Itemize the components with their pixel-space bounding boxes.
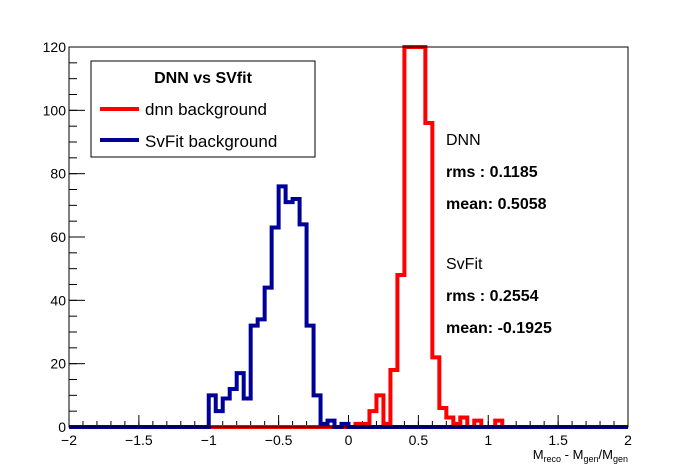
x-tick-label: 0 bbox=[345, 432, 353, 448]
x-tick-label: 1.5 bbox=[548, 432, 568, 448]
x-tick-label: −2 bbox=[61, 432, 77, 448]
annotation-dnn-rms: rms : 0.1185 bbox=[446, 164, 538, 181]
x-label-slash: / bbox=[599, 447, 603, 462]
x-label-sub2: gen bbox=[583, 454, 598, 464]
x-tick-label: −1.5 bbox=[125, 432, 153, 448]
y-tick-label: 120 bbox=[43, 39, 67, 55]
annotation-svfit-mean: mean: -0.1925 bbox=[446, 320, 552, 337]
x-label-sub3: gen bbox=[613, 454, 628, 464]
annotation-dnn-label: DNN bbox=[446, 132, 481, 149]
x-tick-label: 1 bbox=[484, 432, 492, 448]
y-tick-label: 0 bbox=[58, 419, 66, 435]
annotation-dnn-mean: mean: 0.5058 bbox=[446, 196, 547, 213]
y-tick-label: 60 bbox=[50, 229, 66, 245]
x-tick-label: 0.5 bbox=[409, 432, 429, 448]
plot-frame bbox=[68, 46, 629, 428]
x-label-minus: - bbox=[561, 447, 573, 462]
x-axis-label: Mreco - Mgen/Mgen bbox=[533, 447, 628, 464]
x-tick-label: −0.5 bbox=[265, 432, 293, 448]
x-label-m1: M bbox=[533, 447, 544, 462]
x-label-sub1: reco bbox=[544, 454, 562, 464]
annotation-svfit-label: SvFit bbox=[446, 256, 483, 273]
x-tick-label: −1 bbox=[201, 432, 217, 448]
legend-label-svfit: SvFit background bbox=[145, 132, 277, 151]
y-tick-label: 80 bbox=[50, 166, 66, 182]
y-tick-label: 20 bbox=[50, 356, 66, 372]
y-tick-label: 100 bbox=[43, 102, 67, 118]
y-tick-label: 40 bbox=[50, 292, 66, 308]
x-label-m3: M bbox=[602, 447, 613, 462]
legend-title: DNN vs SVfit bbox=[154, 70, 252, 87]
legend: DNN vs SVfit dnn background SvFit backgr… bbox=[90, 60, 316, 158]
stats-annotations: DNN rms : 0.1185 mean: 0.5058 SvFit rms … bbox=[446, 132, 552, 337]
annotation-svfit-rms: rms : 0.2554 bbox=[446, 288, 539, 305]
x-tick-label: 2 bbox=[624, 432, 632, 448]
legend-label-dnn: dnn background bbox=[145, 100, 267, 119]
x-label-m2: M bbox=[573, 447, 584, 462]
